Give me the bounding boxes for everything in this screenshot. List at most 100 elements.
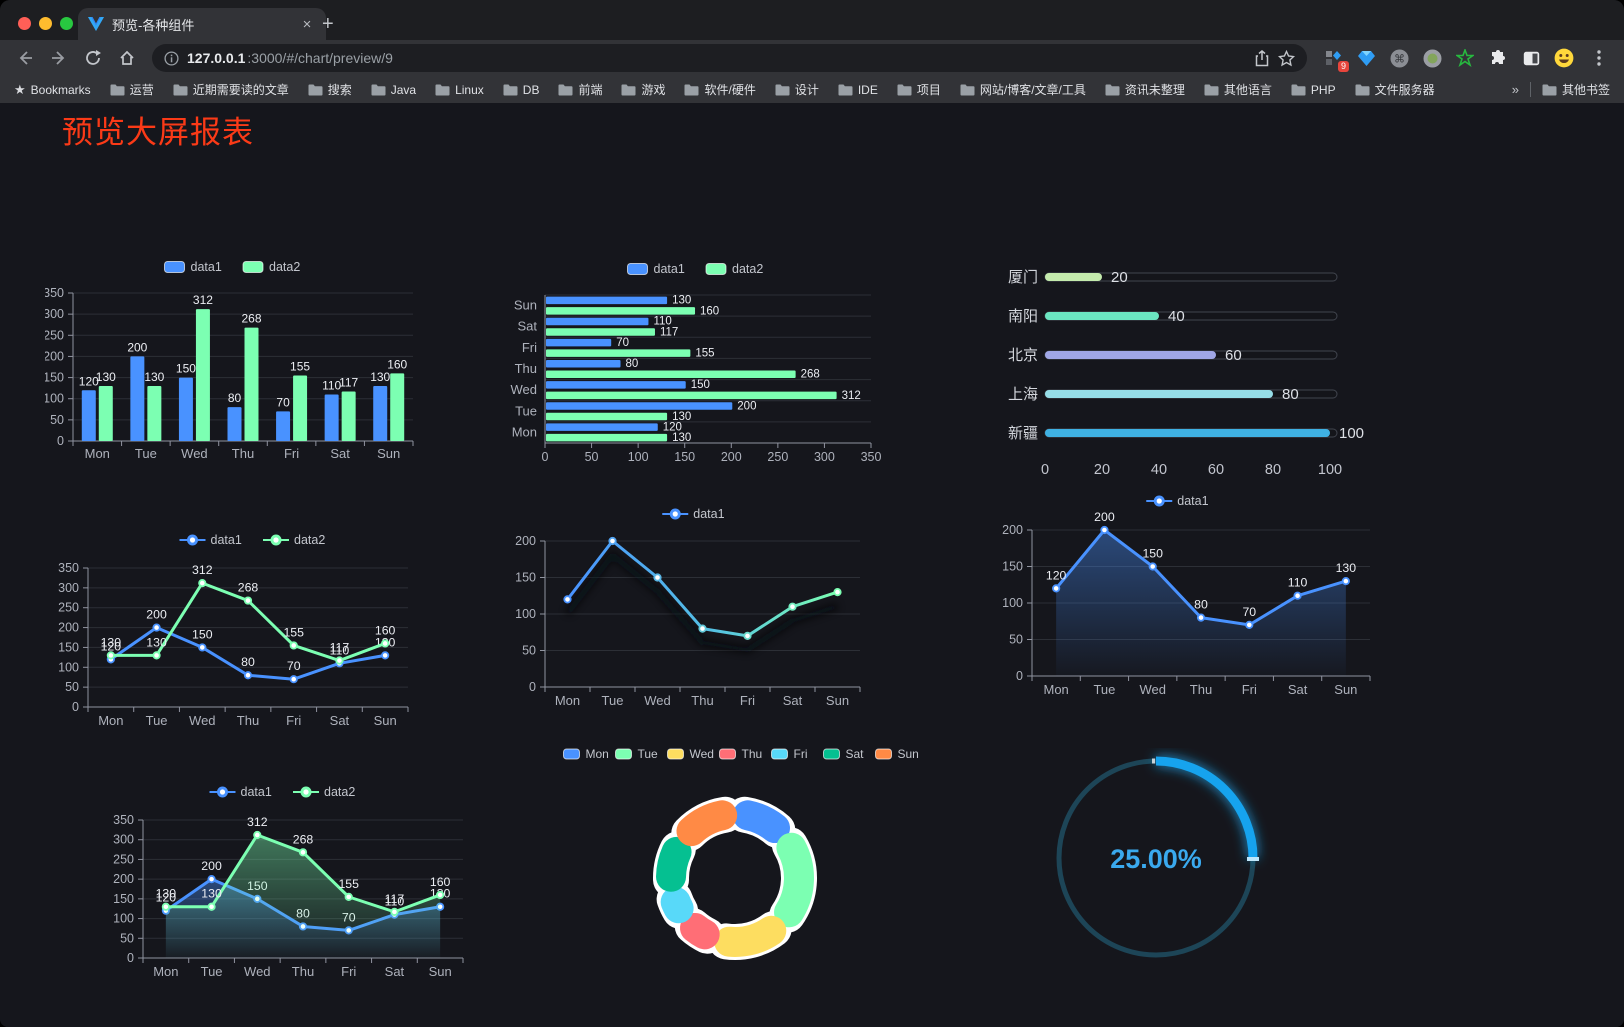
menu-kebab-icon[interactable] [1584,43,1614,73]
svg-text:data1: data1 [191,260,222,274]
other-bookmarks-folder[interactable]: 其他书签 [1542,81,1610,98]
bookmark-folder[interactable]: 设计 [775,81,819,98]
bookmark-folder[interactable]: Linux [435,81,484,98]
sidebar-toggle-icon[interactable] [1521,48,1541,68]
extension-grid-icon[interactable]: 9 [1323,48,1349,72]
svg-text:200: 200 [45,349,64,363]
bookmark-folder[interactable]: 运营 [110,81,154,98]
bookmark-folder[interactable]: 前端 [558,81,602,98]
svg-text:117: 117 [660,326,678,338]
svg-text:312: 312 [842,390,861,402]
bookmark-folder[interactable]: 项目 [897,81,941,98]
tab-strip: 预览-各种组件 × + [0,0,1624,40]
svg-text:120: 120 [79,374,99,388]
extension-command-icon[interactable]: ⌘ [1389,48,1409,68]
svg-text:Sat: Sat [517,319,537,334]
svg-text:Thu: Thu [1190,682,1212,697]
svg-text:50: 50 [50,413,64,427]
forward-button[interactable] [44,43,74,73]
bookmark-folder[interactable]: 软件/硬件 [684,81,756,98]
svg-text:80: 80 [228,391,242,405]
svg-text:200: 200 [1094,510,1115,524]
svg-text:⌘: ⌘ [1394,53,1405,65]
svg-text:南阳: 南阳 [1008,308,1038,325]
svg-text:100: 100 [58,660,79,674]
svg-text:新疆: 新疆 [1008,425,1038,442]
svg-text:117: 117 [385,892,405,906]
url-bar[interactable]: 127.0.0.1 :3000/#/chart/preview/9 [152,44,1307,72]
svg-text:120: 120 [1046,568,1067,582]
bookmark-folder[interactable]: 网站/博客/文章/工具 [960,81,1086,98]
browser-toolbar: 127.0.0.1 :3000/#/chart/preview/9 9 ⌘ [0,40,1624,76]
close-window-button[interactable] [18,17,31,30]
extension-star-icon[interactable] [1455,48,1475,68]
svg-text:Mon: Mon [512,424,537,439]
svg-text:data2: data2 [732,262,763,276]
extensions-puzzle-icon[interactable] [1488,48,1508,68]
bookmark-folder[interactable]: DB [503,81,539,98]
bookmark-folder[interactable]: 文件服务器 [1355,81,1435,98]
bookmark-folder[interactable]: IDE [838,81,878,98]
svg-text:上海: 上海 [1008,386,1038,403]
bookmark-folder[interactable]: 近期需要读的文章 [173,81,289,98]
zoom-window-button[interactable] [60,17,73,30]
url-path: :3000/#/chart/preview/9 [247,50,393,66]
svg-text:350: 350 [113,813,134,827]
svg-text:Tue: Tue [135,446,157,461]
tab-close-icon[interactable]: × [302,15,312,33]
bookmarks-star-icon: ★ [14,81,26,97]
svg-text:Sun: Sun [826,693,849,708]
bookmarks-manager-item[interactable]: ★ Bookmarks [14,82,91,98]
svg-text:300: 300 [58,581,79,595]
url-host: 127.0.0.1 [187,50,246,66]
svg-text:50: 50 [522,644,536,658]
bookmarks-overflow-chevron[interactable]: » [1511,82,1519,97]
svg-text:100: 100 [1318,462,1342,478]
svg-text:150: 150 [45,371,64,385]
svg-text:150: 150 [1142,547,1163,561]
svg-text:160: 160 [700,305,719,317]
bookmark-folder[interactable]: Java [371,81,416,98]
svg-text:Tue: Tue [602,693,624,708]
svg-text:Sat: Sat [330,713,350,728]
svg-text:130: 130 [156,887,177,901]
bookmark-folder[interactable]: 游戏 [621,81,665,98]
svg-text:Fri: Fri [794,747,808,761]
svg-text:50: 50 [65,680,79,694]
svg-text:150: 150 [176,362,196,376]
bookmark-star-icon[interactable] [1278,49,1295,67]
minimize-window-button[interactable] [39,17,52,30]
bookmark-folder[interactable]: 搜索 [308,81,352,98]
svg-text:Mon: Mon [98,713,123,728]
back-button[interactable] [10,43,40,73]
emoji-extension-icon[interactable] [1554,48,1574,68]
reload-button[interactable] [78,43,108,73]
svg-text:120: 120 [101,639,122,653]
share-icon[interactable] [1254,49,1270,67]
bookmark-folder[interactable]: 其他语言 [1204,81,1272,98]
svg-text:50: 50 [585,450,599,464]
svg-text:100: 100 [515,607,536,621]
home-button[interactable] [112,43,142,73]
svg-text:0: 0 [127,951,134,965]
svg-text:160: 160 [430,875,451,889]
svg-text:150: 150 [58,640,79,654]
svg-text:100: 100 [113,912,134,926]
extension-record-icon[interactable] [1422,48,1442,68]
site-info-icon[interactable] [164,50,179,66]
new-tab-button[interactable]: + [322,13,334,35]
svg-text:20: 20 [1094,462,1110,478]
svg-text:60: 60 [1208,462,1224,478]
svg-text:Thu: Thu [237,713,259,728]
svg-text:80: 80 [1194,598,1208,612]
bookmark-folder[interactable]: 资讯未整理 [1105,81,1185,98]
browser-tab[interactable]: 预览-各种组件 × [78,8,326,40]
svg-text:Tue: Tue [201,964,223,979]
bookmark-folder[interactable]: PHP [1291,81,1336,98]
svg-text:110: 110 [653,316,671,328]
svg-text:100: 100 [1339,425,1364,442]
svg-text:155: 155 [338,877,359,891]
extension-gem-icon[interactable] [1356,48,1376,68]
svg-text:Wed: Wed [189,713,216,728]
